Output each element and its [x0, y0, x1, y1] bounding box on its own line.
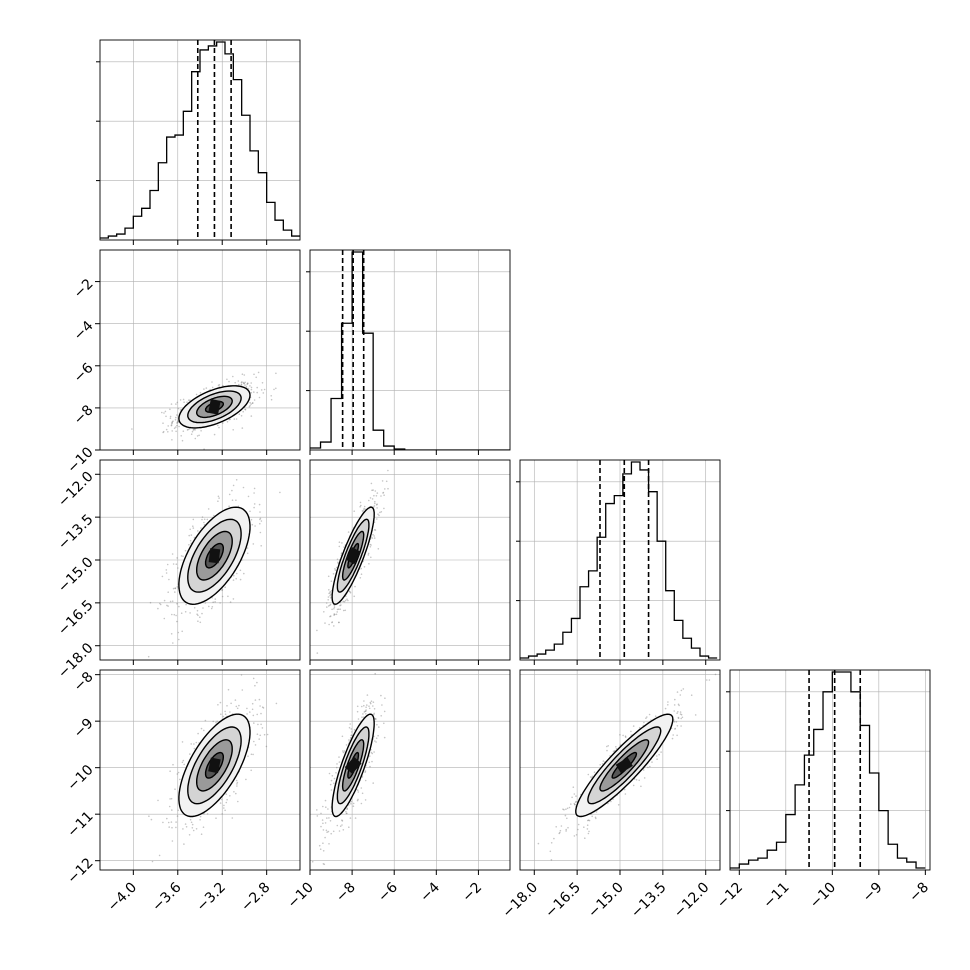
panel-frame — [99, 669, 301, 871]
x-tick-label: −18.0 — [499, 880, 541, 922]
y-tick-label: −13.5 — [55, 511, 97, 553]
x-tick-label: −11 — [760, 880, 792, 912]
x-tick-label: −12 — [714, 880, 746, 912]
panel-frame — [729, 669, 931, 871]
x-tick-label: −10 — [807, 880, 839, 912]
density-peak — [208, 548, 221, 564]
x-tick-label: −8 — [333, 880, 359, 906]
panel-3-3: −12 −11 −10 −9 −8 — [714, 669, 932, 912]
panel-2-0: −18.0−16.5−15.0−13.5−12.0 — [55, 459, 301, 682]
panel-3-1: −10 −8 −6 −4 −2 — [285, 669, 511, 912]
x-tick-label: −2 — [459, 880, 485, 906]
x-tick-label: −12.0 — [671, 880, 713, 922]
panel-1-1 — [306, 249, 511, 455]
x-tick-label: −4 — [417, 879, 443, 905]
panel-1-0: −10 −8 −6 −4 −2 — [64, 249, 301, 477]
y-tick-label: −8 — [71, 402, 97, 428]
x-tick-label: −4.0 — [105, 880, 140, 915]
panel-frame — [309, 669, 511, 871]
density-peak — [208, 399, 221, 415]
x-tick-label: −15.0 — [585, 880, 627, 922]
y-tick-label: −16.5 — [55, 597, 97, 639]
panel-2-2 — [516, 459, 721, 665]
panel-frame — [99, 249, 301, 451]
density-peak — [615, 757, 633, 774]
y-tick-label: −15.0 — [55, 554, 97, 596]
y-tick-label: −2 — [71, 276, 97, 302]
y-tick-label: −10 — [64, 762, 96, 794]
density-peak — [345, 547, 361, 565]
x-tick-label: −6 — [375, 879, 401, 905]
y-tick-label: −12 — [64, 855, 96, 887]
x-tick-label: −3.6 — [149, 879, 184, 914]
panel-frame — [99, 459, 301, 661]
y-tick-label: −4 — [71, 318, 97, 344]
histogram-step-2 — [520, 461, 718, 659]
density-peak — [208, 757, 221, 774]
panel-frame — [309, 459, 511, 661]
histogram-step-0 — [100, 41, 300, 239]
histogram-step-1 — [310, 251, 510, 450]
y-tick-label: −6 — [71, 360, 97, 386]
x-tick-label: −8 — [906, 880, 932, 906]
histogram-step-3 — [730, 671, 926, 869]
x-tick-label: −10 — [285, 880, 317, 912]
y-tick-label: −10 — [64, 444, 96, 476]
x-tick-label: −9 — [860, 880, 886, 906]
y-tick-label: −11 — [64, 809, 96, 841]
x-tick-label: −2.8 — [238, 880, 273, 915]
x-tick-label: −16.5 — [542, 880, 584, 922]
x-tick-label: −13.5 — [628, 880, 670, 922]
density-peak — [344, 756, 362, 774]
panel-2-1 — [309, 459, 511, 665]
panel-3-0: −12−11−10−9−8−4.0 −3.6 −3.2 −2.8 — [64, 669, 301, 915]
x-tick-label: −3.2 — [194, 880, 229, 915]
panel-3-2: −18.0 −16.5 −15.0 −13.5 −12.0 — [499, 669, 721, 922]
y-tick-label: −9 — [71, 716, 97, 742]
panel-frame — [309, 249, 511, 451]
panel-0-0 — [96, 39, 301, 245]
panel-frame — [99, 39, 301, 241]
